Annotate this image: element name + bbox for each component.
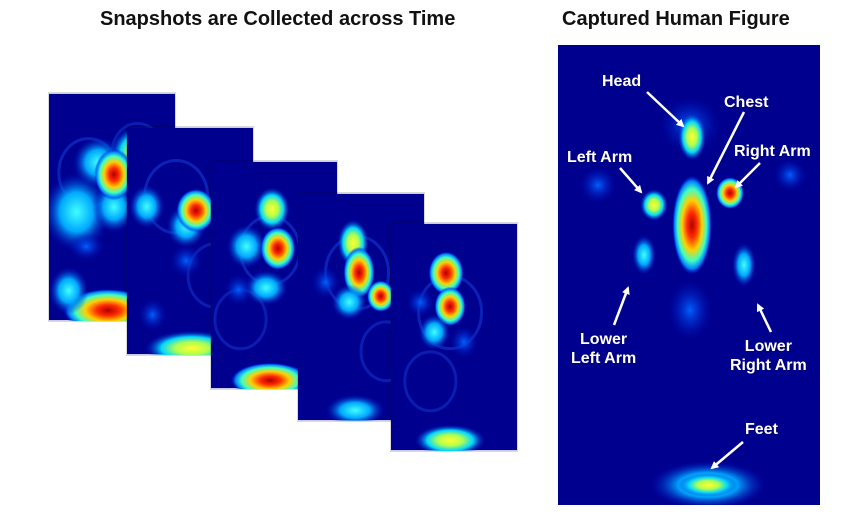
label-lower-left-arm: Lower Left Arm xyxy=(571,331,637,367)
snapshots-title: Snapshots are Collected across Time xyxy=(100,8,456,30)
label-head: Head xyxy=(602,73,642,90)
label-right-arm: Right Arm xyxy=(734,143,811,160)
snapshot-5 xyxy=(390,222,518,452)
captured-figure-heatmap xyxy=(558,45,820,505)
label-feet: Feet xyxy=(745,421,778,438)
label-lower-right-arm: Lower Right Arm xyxy=(730,338,807,374)
label-chest: Chest xyxy=(724,94,769,111)
label-left-arm: Left Arm xyxy=(567,149,633,166)
figure-title: Captured Human Figure xyxy=(562,8,790,30)
